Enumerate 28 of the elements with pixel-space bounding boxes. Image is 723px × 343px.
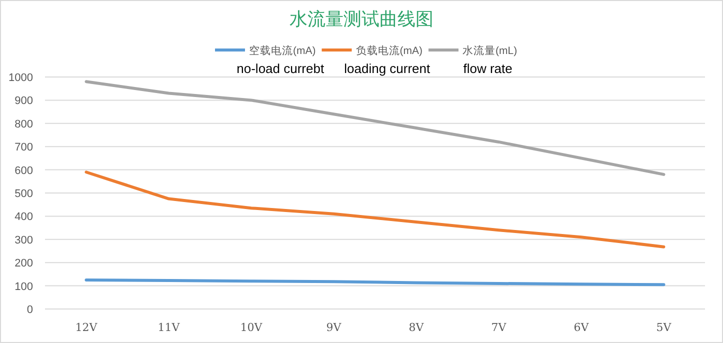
x-tick-label: 12V (75, 321, 98, 334)
x-tick-label: 5V (656, 321, 672, 334)
y-tick-label: 200 (14, 258, 33, 270)
y-tick-label: 100 (14, 280, 33, 293)
x-tick-label: 7V (491, 321, 508, 334)
y-tick-label: 1000 (8, 72, 33, 84)
legend-label: 水流量(mL) (462, 44, 518, 57)
y-tick-label: 900 (14, 95, 33, 108)
x-tick-label: 10V (240, 321, 264, 334)
text: no-load currebt (236, 61, 324, 76)
y-tick-label: 300 (14, 234, 33, 246)
x-tick-label: 11V (158, 321, 181, 334)
line-series (84, 80, 666, 176)
x-tick-label: 6V (574, 321, 590, 334)
y-tick-label: 400 (14, 211, 33, 224)
y-tick-label: 800 (14, 118, 33, 130)
legend-label: 空载电流(mA) (249, 44, 316, 57)
text: loading current (344, 61, 431, 76)
y-tick-label: 500 (14, 188, 33, 200)
text: flow rate (463, 61, 512, 76)
y-tick-label: 600 (14, 164, 33, 177)
x-tick-label: 9V (326, 321, 342, 334)
x-tick-label: 8V (408, 321, 425, 334)
y-tick-label: 0 (26, 304, 33, 316)
line-series (84, 170, 666, 248)
legend-label: 负载电流(mA) (356, 44, 422, 57)
y-tick-label: 700 (14, 142, 33, 154)
chart-title: 水流量测试曲线图 (290, 9, 434, 29)
